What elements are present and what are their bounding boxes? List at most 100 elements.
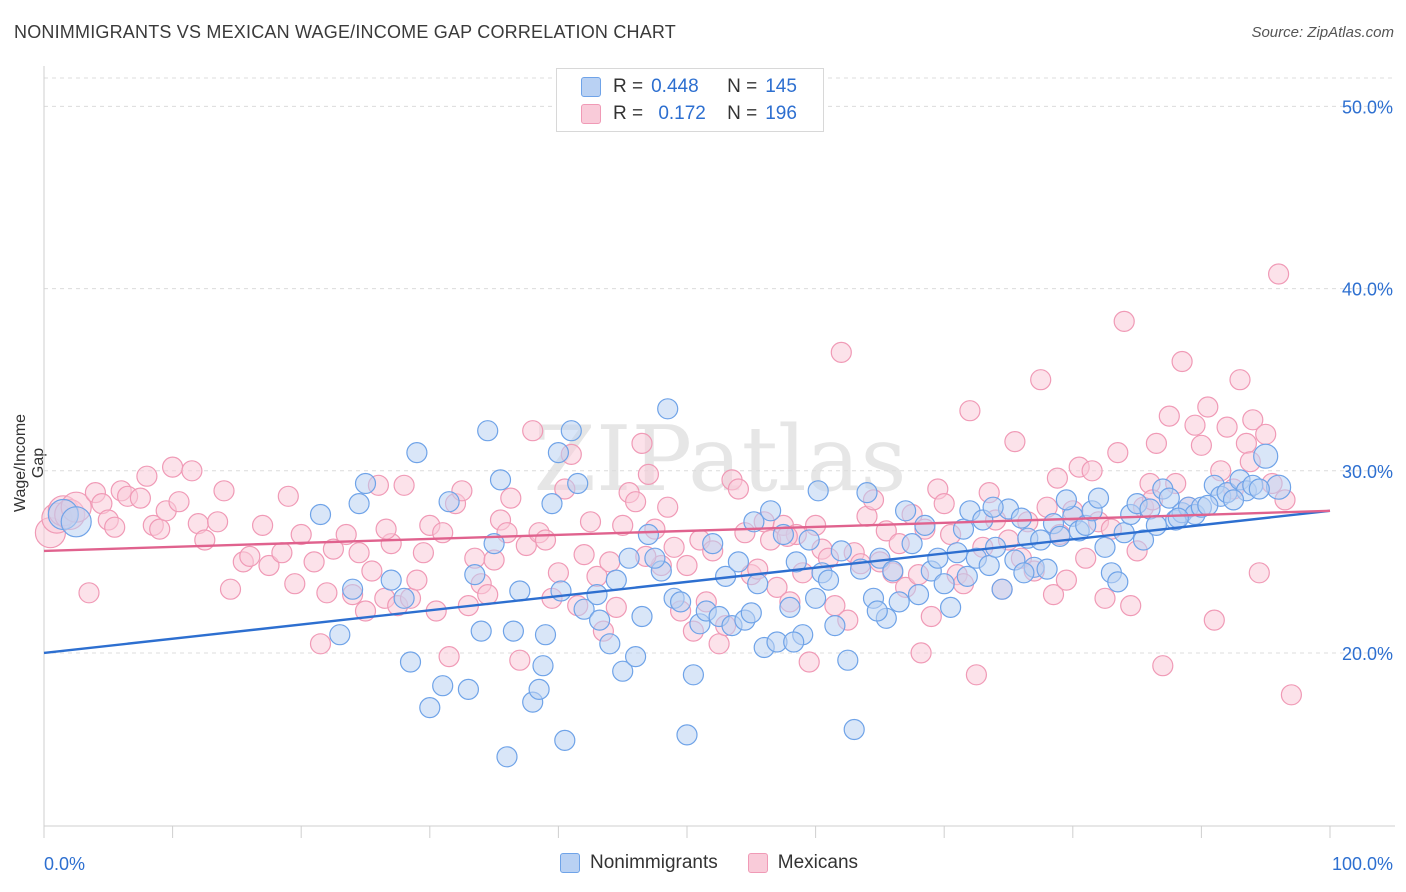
nonimmigrants-point: [837, 649, 859, 671]
mexicans-point: [676, 554, 698, 577]
nonimmigrants-point: [541, 493, 563, 515]
mexicans-point: [309, 633, 332, 655]
mexicans-point: [1171, 350, 1193, 373]
nonimmigrants-point: [682, 664, 705, 686]
nonimmigrants-point: [554, 729, 576, 752]
nonimmigrants-point: [1030, 529, 1052, 551]
mexicans-point: [573, 543, 595, 566]
mexicans-point: [1255, 423, 1277, 445]
mexicans-point: [1267, 263, 1290, 285]
mexicans-point: [624, 491, 647, 513]
nonimmigrants-point: [1010, 507, 1033, 529]
mexicans-point: [1280, 684, 1303, 706]
nonimmigrants-point: [528, 678, 550, 701]
mexicans-point: [78, 582, 100, 604]
legend-n-value: 145: [765, 76, 797, 97]
nonimmigrants-point: [824, 614, 846, 637]
mexicans-point: [1229, 369, 1251, 391]
legend-item-mexicans[interactable]: Mexicans: [747, 852, 858, 874]
mexicans-point: [412, 542, 434, 564]
legend-swatch-mexicans: [747, 853, 768, 873]
nonimmigrants-point: [882, 560, 904, 582]
x-tick-label: 100.0%: [1332, 854, 1393, 874]
nonimmigrants-point: [532, 655, 554, 677]
mexicans-point: [375, 518, 397, 540]
mexicans-point: [547, 562, 570, 584]
nonimmigrants-point: [1013, 562, 1035, 584]
nonimmigrants-point: [457, 678, 479, 701]
legend-swatch-nonimmigrants: [581, 77, 601, 97]
x-tick-label: 0.0%: [44, 854, 85, 874]
nonimmigrants-point: [637, 523, 660, 546]
legend-swatch-nonimmigrants: [560, 853, 580, 873]
mexicans-point: [104, 516, 126, 538]
mexicans-point: [406, 569, 428, 591]
mexicans-point: [1235, 432, 1258, 454]
mexicans-point: [181, 460, 203, 482]
mexicans-point: [1046, 467, 1069, 489]
nonimmigrants-point: [509, 580, 531, 602]
mexicans-point: [136, 465, 158, 487]
mexicans-point: [959, 400, 981, 422]
mexicans-point: [1145, 432, 1168, 454]
nonimmigrants-point: [982, 496, 1004, 518]
nonimmigrants-point: [1222, 489, 1245, 511]
legend-item-nonimmigrants[interactable]: Nonimmigrants: [560, 852, 718, 874]
mexicans-point: [162, 456, 184, 478]
nonimmigrants-point: [309, 503, 332, 526]
nonimmigrants-point: [342, 578, 364, 600]
mexicans-point: [657, 496, 679, 518]
mexicans-point: [1248, 562, 1270, 584]
legend-r-label: R =: [613, 76, 644, 97]
y-tick-label: 20.0%: [1342, 644, 1393, 664]
nonimmigrants-point: [631, 605, 653, 628]
mexicans-point: [534, 529, 557, 551]
mexicans-point: [920, 605, 942, 628]
nonimmigrants-point: [329, 624, 351, 646]
nonimmigrants-point: [1107, 571, 1129, 593]
mexicans-point: [1152, 655, 1174, 677]
legend-swatch-mexicans: [581, 104, 601, 124]
nonimmigrants-point: [483, 532, 505, 555]
mexicans-point: [708, 633, 730, 655]
mexicans-point: [252, 514, 274, 537]
mexicans-point: [393, 474, 415, 496]
legend-r-value: 0.448: [651, 76, 699, 97]
mexicans-point: [477, 583, 499, 606]
mexicans-point: [1197, 396, 1219, 418]
mexicans-point: [129, 487, 151, 509]
mexicans-point: [1030, 369, 1052, 391]
nonimmigrants-point: [470, 620, 492, 642]
mexicans-point: [663, 536, 685, 558]
nonimmigrants-point: [1167, 507, 1189, 529]
nonimmigrants-point: [914, 514, 936, 537]
nonimmigrants-point: [1036, 558, 1058, 580]
nonimmigrants-point: [393, 587, 415, 609]
mexicans-point: [1158, 405, 1180, 427]
nonimmigrants-point: [550, 580, 572, 602]
mexicans-point: [239, 545, 261, 568]
nonimmigrants-point: [1094, 536, 1116, 558]
nonimmigrants-point: [354, 472, 377, 495]
mexicans-point: [579, 511, 602, 533]
mexicans-point: [727, 478, 750, 500]
nonimmigrants-point: [60, 506, 92, 538]
nonimmigrants-point: [406, 442, 428, 464]
nonimmigrants-point: [785, 551, 807, 573]
mexicans-point: [631, 432, 653, 454]
mexicans-point: [522, 420, 544, 442]
nonimmigrants-point: [843, 718, 865, 741]
nonimmigrants-point: [747, 573, 769, 595]
nonimmigrants-point: [1265, 474, 1292, 500]
mexicans-point: [1081, 460, 1103, 482]
nonimmigrants-point: [612, 660, 634, 682]
mexicans-point: [303, 551, 325, 573]
mexicans-point: [500, 487, 522, 509]
mexicans-point: [965, 664, 988, 686]
nonimmigrants-point: [933, 573, 955, 595]
nonimmigrants-point: [380, 569, 402, 591]
mexicans-point: [605, 596, 627, 619]
mexicans-point: [290, 523, 312, 546]
nonimmigrants-point: [1132, 529, 1155, 551]
